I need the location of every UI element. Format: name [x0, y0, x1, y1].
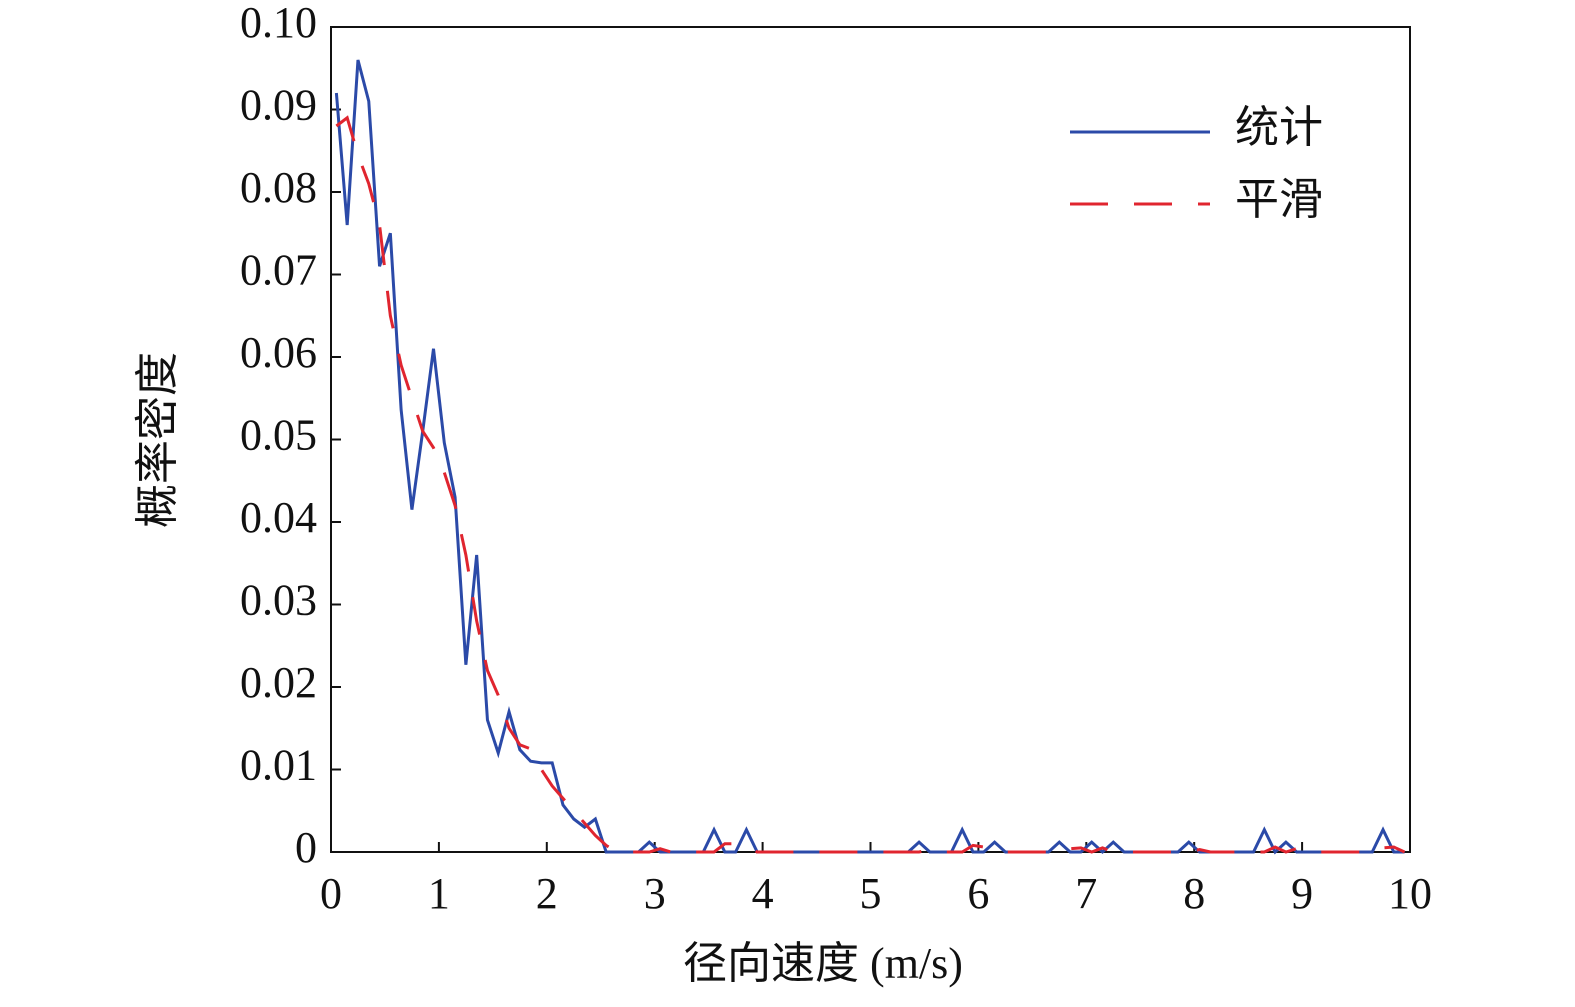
data-line: [335, 115, 1406, 854]
x-tick-label: 8: [1183, 869, 1205, 918]
y-tick-label: 0.09: [240, 81, 317, 130]
x-tick-label: 5: [860, 869, 882, 918]
y-tick-label: 0.07: [240, 246, 317, 295]
y-tick-label: 0.05: [240, 411, 317, 460]
x-tick-label: 3: [644, 869, 666, 918]
y-tick-label: 0.04: [240, 493, 317, 542]
x-tick-label: 10: [1388, 869, 1432, 918]
y-tick-label: 0.03: [240, 576, 317, 625]
x-tick-label: 2: [536, 869, 558, 918]
legend-label: 统计: [1235, 103, 1323, 152]
x-axis-label: 径向速度 (m/s): [683, 939, 963, 988]
x-tick-label: 7: [1075, 869, 1097, 918]
y-axis-label: 概率密度: [133, 352, 182, 528]
y-tick-label: 0.10: [240, 0, 317, 47]
legend-label: 平滑: [1235, 175, 1323, 224]
x-tick-label: 0: [320, 869, 342, 918]
x-tick-label: 6: [967, 869, 989, 918]
y-tick-label: 0: [295, 823, 317, 872]
x-tick-label: 4: [752, 869, 774, 918]
y-tick-label: 0.06: [240, 328, 317, 377]
x-tick-label: 1: [428, 869, 450, 918]
x-tick-label: 9: [1291, 869, 1313, 918]
y-tick-label: 0.08: [240, 163, 317, 212]
y-tick-label: 0.01: [240, 741, 317, 790]
y-tick-label: 0.02: [240, 658, 317, 707]
